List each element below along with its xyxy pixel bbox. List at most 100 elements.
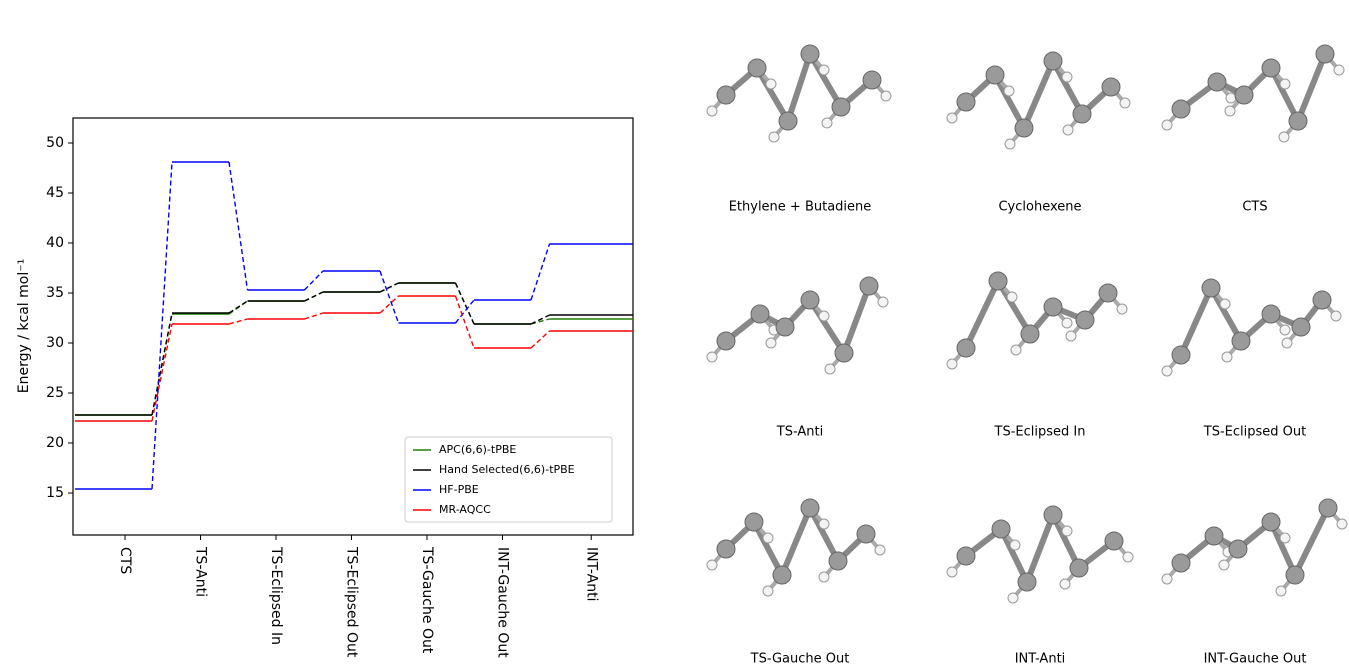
hydrogen (1282, 338, 1292, 348)
molecule-label: Cyclohexene (998, 200, 1081, 215)
hydrogen (1226, 93, 1236, 103)
y-tick-label: 35 (46, 285, 64, 301)
molecule-label: TS-Gauche Out (750, 652, 850, 666)
carbon (779, 112, 797, 130)
hydrogen (1008, 593, 1018, 603)
carbon (1172, 100, 1190, 118)
carbon (1208, 73, 1226, 91)
hydrogen (825, 364, 835, 374)
carbon (1105, 532, 1123, 550)
carbon (1286, 566, 1304, 584)
carbon (957, 547, 975, 565)
carbon (986, 66, 1004, 84)
carbon (801, 499, 819, 517)
carbon (1289, 112, 1307, 130)
hydrogen (947, 359, 957, 369)
carbon (1313, 291, 1331, 309)
bond (1181, 288, 1211, 355)
hydrogen (1162, 574, 1172, 584)
molecule-label: Ethylene + Butadiene (729, 200, 872, 215)
legend-label: APC(6,6)-tPBE (439, 443, 516, 456)
carbon (801, 291, 819, 309)
molecule-structure (707, 277, 888, 374)
hydrogen (1060, 579, 1070, 589)
y-axis-label: Energy / kcal mol⁻¹ (16, 259, 32, 393)
hydrogen (1220, 299, 1230, 309)
molecule-label: INT-Anti (1015, 652, 1066, 666)
connector (380, 296, 399, 313)
hydrogen (763, 533, 773, 543)
connector (305, 292, 324, 301)
carbon (1044, 506, 1062, 524)
carbon (745, 513, 763, 531)
carbon (857, 525, 875, 543)
carbon (1292, 318, 1310, 336)
connector (305, 271, 324, 290)
carbon (1172, 346, 1190, 364)
carbon (1015, 119, 1033, 137)
molecule-structure (707, 45, 891, 142)
hydrogen (819, 65, 829, 75)
hydrogen (1280, 79, 1290, 89)
hydrogen (947, 113, 957, 123)
x-tick-label: INT-Gauche Out (495, 547, 511, 658)
y-tick-label: 25 (46, 385, 64, 401)
hydrogen (707, 352, 717, 362)
carbon (1262, 59, 1280, 77)
bond (1298, 54, 1325, 121)
molecule-label: TS-Eclipsed Out (1203, 425, 1306, 440)
molecule-label: CTS (1242, 200, 1267, 215)
hydrogen (1331, 311, 1341, 321)
hydrogen (766, 79, 776, 89)
hydrogen (1222, 352, 1232, 362)
carbon (1102, 78, 1120, 96)
hydrogen (1162, 366, 1172, 376)
figure: Energy / kcal mol⁻¹ 1520253035404550CTST… (0, 0, 1349, 666)
hydrogen (822, 118, 832, 128)
hydrogen (947, 567, 957, 577)
hydrogen (1280, 533, 1290, 543)
bond (1024, 61, 1053, 128)
carbon (1232, 332, 1250, 350)
hydrogen (1280, 325, 1290, 335)
molecule-structure (1162, 499, 1347, 596)
carbon (1172, 554, 1190, 572)
hydrogen (1219, 560, 1229, 570)
carbon (1076, 311, 1094, 329)
y-tick-label: 20 (46, 435, 64, 451)
x-tick-label: TS-Anti (193, 546, 209, 597)
hydrogen (1062, 526, 1072, 536)
carbon (1021, 325, 1039, 343)
bond (788, 54, 810, 121)
carbon (1229, 540, 1247, 558)
hydrogen (1066, 331, 1076, 341)
connector (380, 271, 399, 323)
carbon (801, 45, 819, 63)
molecule-structure (1162, 279, 1341, 376)
hydrogen (1276, 586, 1286, 596)
hydrogen (1011, 345, 1021, 355)
molecule-label: TS-Eclipsed In (994, 425, 1086, 440)
carbon (1099, 284, 1117, 302)
carbon (1205, 527, 1223, 545)
bond (844, 286, 869, 353)
hydrogen (819, 311, 829, 321)
carbon (1319, 499, 1337, 517)
connector (531, 244, 550, 300)
hydrogen (1117, 304, 1127, 314)
hydrogen (1004, 86, 1014, 96)
bond (782, 508, 810, 575)
molecule-structure (707, 499, 885, 596)
y-tick-label: 15 (46, 485, 64, 501)
legend-label: Hand Selected(6,6)-tPBE (439, 463, 575, 476)
hydrogen (1334, 65, 1344, 75)
hydrogen (763, 586, 773, 596)
legend-label: MR-AQCC (439, 503, 491, 516)
carbon (989, 272, 1007, 290)
hydrogen (1005, 139, 1015, 149)
hydrogen (1225, 106, 1235, 116)
hydrogen (875, 545, 885, 555)
hydrogen (766, 338, 776, 348)
carbon (829, 552, 847, 570)
hydrogen (878, 297, 888, 307)
